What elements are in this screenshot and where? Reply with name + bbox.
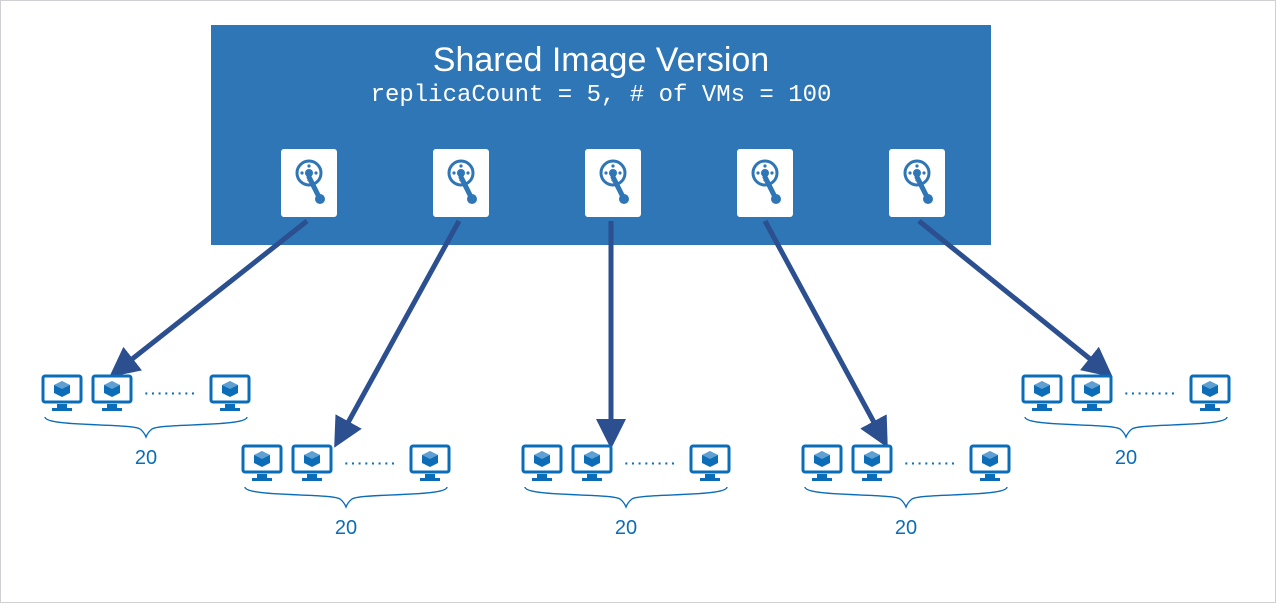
vm-icon <box>968 441 1012 485</box>
vm-group: ········ 20 <box>1011 371 1241 470</box>
vm-group-count: 20 <box>511 517 741 540</box>
vm-group-count: 20 <box>1011 447 1241 470</box>
vm-icon <box>208 371 252 415</box>
diagram-subtitle: replicaCount = 5, # of VMs = 100 <box>211 82 991 109</box>
vm-icon <box>520 441 564 485</box>
arrow <box>765 221 883 439</box>
curly-brace <box>1011 415 1241 445</box>
arrow <box>339 221 459 439</box>
replica-disk-icon <box>737 149 793 217</box>
vm-icon <box>408 441 452 485</box>
ellipsis-dots: ········ <box>1124 385 1177 401</box>
ellipsis-dots: ········ <box>624 455 677 471</box>
curly-brace <box>31 415 261 445</box>
vm-row: ········ <box>1011 371 1241 415</box>
vm-group: ········ 20 <box>511 441 741 540</box>
vm-icon <box>570 441 614 485</box>
diagram-title: Shared Image Version <box>211 25 991 80</box>
ellipsis-dots: ········ <box>144 385 197 401</box>
curly-brace <box>791 485 1021 515</box>
replica-disk-icon <box>281 149 337 217</box>
replica-disk-icon <box>433 149 489 217</box>
vm-group: ········ 20 <box>31 371 261 470</box>
vm-row: ········ <box>791 441 1021 485</box>
replica-disk-row <box>281 149 945 217</box>
vm-group-count: 20 <box>31 447 261 470</box>
vm-icon <box>1188 371 1232 415</box>
vm-icon <box>90 371 134 415</box>
vm-row: ········ <box>511 441 741 485</box>
replica-disk-icon <box>889 149 945 217</box>
curly-brace <box>231 485 461 515</box>
diagram-canvas: Shared Image Version replicaCount = 5, #… <box>0 0 1276 603</box>
vm-icon <box>688 441 732 485</box>
vm-icon <box>1070 371 1114 415</box>
vm-group-count: 20 <box>231 517 461 540</box>
curly-brace <box>511 485 741 515</box>
vm-row: ········ <box>31 371 261 415</box>
vm-row: ········ <box>231 441 461 485</box>
vm-group-count: 20 <box>791 517 1021 540</box>
header-box: Shared Image Version replicaCount = 5, #… <box>211 25 991 245</box>
vm-icon <box>800 441 844 485</box>
vm-icon <box>240 441 284 485</box>
ellipsis-dots: ········ <box>904 455 957 471</box>
ellipsis-dots: ········ <box>344 455 397 471</box>
vm-icon <box>850 441 894 485</box>
vm-icon <box>40 371 84 415</box>
vm-icon <box>1020 371 1064 415</box>
vm-icon <box>290 441 334 485</box>
replica-disk-icon <box>585 149 641 217</box>
vm-group: ········ 20 <box>231 441 461 540</box>
vm-group: ········ 20 <box>791 441 1021 540</box>
